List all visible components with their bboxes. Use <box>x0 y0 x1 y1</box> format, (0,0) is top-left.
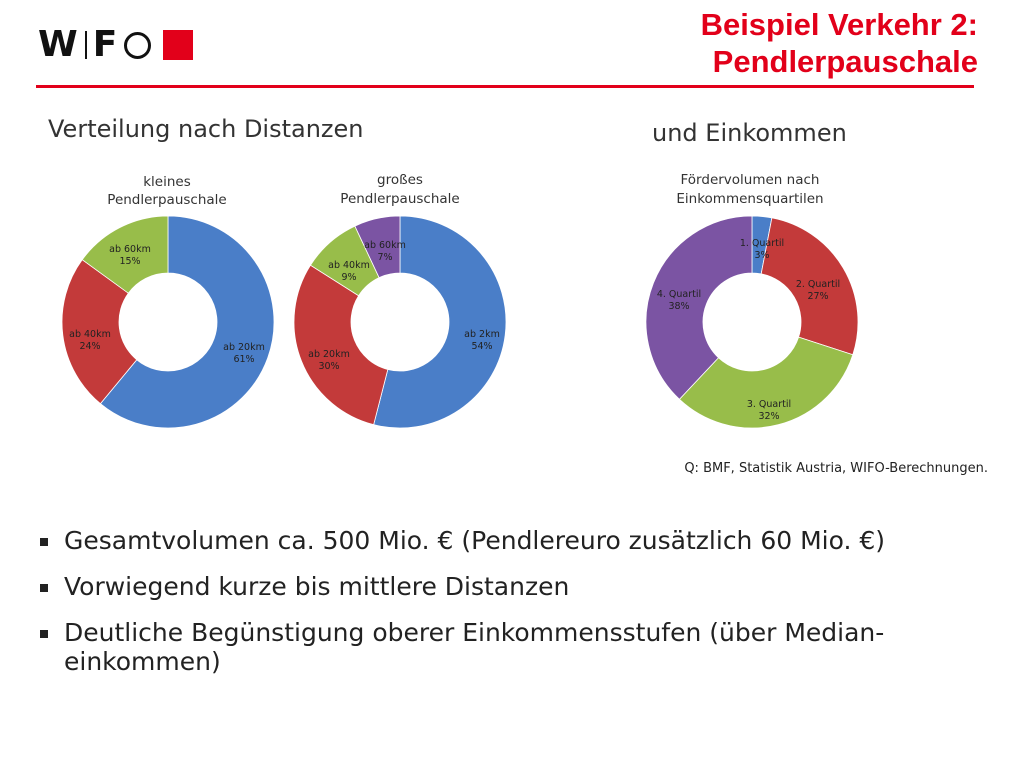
data-label-value: 38% <box>668 301 689 312</box>
data-label-name: ab 20km <box>223 342 265 353</box>
logo-separator <box>84 31 87 59</box>
data-label-name: ab 2km <box>464 329 500 340</box>
bullet-item: Deutliche Begünstigung oberer Einkommens… <box>36 618 996 676</box>
data-label-name: 3. Quartil <box>747 399 791 410</box>
donut-slice-2-quartil <box>760 217 859 356</box>
data-label-name: 4. Quartil <box>657 289 701 300</box>
logo-circle-icon <box>124 31 152 59</box>
data-label-value: 61% <box>233 354 254 365</box>
donut-hole <box>351 273 449 371</box>
bullet-item: Gesamtvolumen ca. 500 Mio. € (Pendlereur… <box>36 526 996 555</box>
subtitle-distances: Verteilung nach Distanzen <box>48 115 364 143</box>
data-label-value: 3% <box>754 250 769 261</box>
logo-square-icon <box>163 30 194 60</box>
donut-chart-einkommen: Fördervolumen nach Einkommensquartilen 1. … <box>645 172 859 429</box>
donut-hole <box>703 273 801 371</box>
chart-title-line: Fördervolumen nach <box>681 172 820 188</box>
bullet-square-icon <box>40 584 48 592</box>
page-title-line2: Pendlerpauschale <box>712 44 978 79</box>
data-label-name: ab 60km <box>109 244 151 255</box>
data-label-name: ab 60km <box>364 240 406 251</box>
data-label-value: 7% <box>377 252 392 263</box>
source-note: Q: BMF, Statistik Austria, WIFO-Berechnu… <box>684 461 988 476</box>
page-title-line1: Beispiel Verkehr 2: <box>700 7 978 42</box>
data-label-name: ab 20km <box>308 349 350 360</box>
title-divider <box>36 85 974 88</box>
logo-letter-w: W <box>38 24 79 65</box>
data-label-value: 30% <box>318 361 339 372</box>
logo-letter-f: F <box>92 24 119 65</box>
subtitle-income: und Einkommen <box>652 119 847 147</box>
donut-hole <box>119 273 217 371</box>
data-label-value: 15% <box>119 256 140 267</box>
data-label-name: 2. Quartil <box>796 279 840 290</box>
chart-title-line: großes <box>377 172 423 188</box>
data-label-value: 54% <box>471 341 492 352</box>
data-label-value: 24% <box>79 341 100 352</box>
data-label-value: 27% <box>807 291 828 302</box>
bullet-square-icon <box>40 538 48 546</box>
page-title: Beispiel Verkehr 2: Pendlerpauschale <box>701 6 978 80</box>
data-label-name: ab 40km <box>328 260 370 271</box>
chart-title-line: Pendlerpauschale <box>107 192 226 208</box>
bullet-item: Vorwiegend kurze bis mittlere Distanzen <box>36 572 996 601</box>
bullet-list: Gesamtvolumen ca. 500 Mio. € (Pendlereur… <box>36 526 996 693</box>
bullet-square-icon <box>40 630 48 638</box>
data-label-name: 1. Quartil <box>740 238 784 249</box>
chart-title-line: Pendlerpauschale <box>340 191 459 207</box>
donut-slice-3-quartil <box>678 336 854 429</box>
data-label-value: 32% <box>758 411 779 422</box>
chart-title-line: kleines <box>143 174 191 190</box>
data-label-value: 9% <box>341 272 356 283</box>
chart-title-line: Einkommensquartilen <box>676 191 823 207</box>
data-label-name: ab 40km <box>69 329 111 340</box>
wifo-logo: W F <box>38 24 194 65</box>
